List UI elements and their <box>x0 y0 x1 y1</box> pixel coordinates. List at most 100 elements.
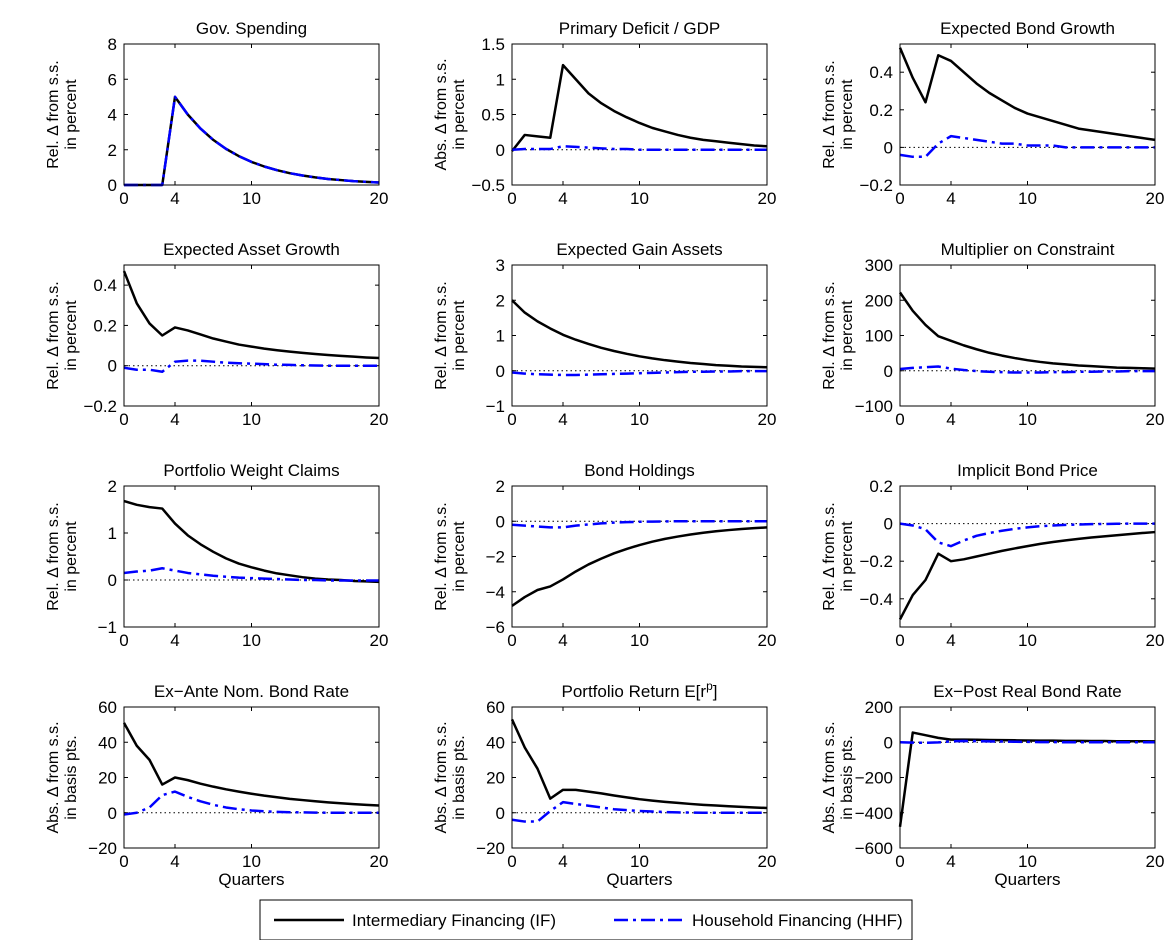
subplot-7: Portfolio Weight Claims Rel. Δ from s.s. i… <box>45 461 388 650</box>
y-tick-label: 0.4 <box>93 276 117 295</box>
series-line-if <box>898 291 1156 370</box>
panel-title: Expected Bond Growth <box>940 19 1115 38</box>
y-axis-label-line2: in percent <box>63 521 80 592</box>
x-tick-label: 0 <box>507 410 516 429</box>
x-tick-label: 0 <box>895 631 904 650</box>
y-axis-label-line2: in percent <box>63 79 80 150</box>
x-tick-label: 0 <box>507 852 516 871</box>
y-axis-label-line1: Rel. Δ from s.s. <box>45 60 62 168</box>
axes-box <box>899 43 1156 186</box>
x-tick-label: 10 <box>242 631 261 650</box>
x-tick-label: 0 <box>895 852 904 871</box>
y-tick-label: 200 <box>865 291 893 310</box>
x-tick-label: 20 <box>1146 852 1165 871</box>
y-tick-label: 4 <box>108 106 117 125</box>
y-axis-label-line1: Rel. Δ from s.s. <box>821 502 838 610</box>
series-line-if <box>511 63 768 152</box>
series-line-hhf <box>123 790 379 816</box>
legend: Intermediary Financing (IF) Household Fi… <box>259 899 913 940</box>
y-tick-label: 2 <box>108 477 117 496</box>
y-axis-label-line1: Rel. Δ from s.s. <box>821 60 838 168</box>
series-line-if <box>510 718 768 810</box>
y-tick-label: 20 <box>98 769 117 788</box>
y-tick-label: 40 <box>98 733 117 752</box>
y-tick-label: 0 <box>496 512 505 531</box>
x-tick-label: 10 <box>242 410 261 429</box>
y-tick-label: −200 <box>855 769 893 788</box>
x-tick-label: 20 <box>1146 189 1165 208</box>
y-axis-label-line1: Rel. Δ from s.s. <box>821 281 838 389</box>
y-tick-label: −0.5 <box>471 176 505 195</box>
y-tick-label: −0.4 <box>859 590 893 609</box>
y-tick-label: 2 <box>108 141 117 160</box>
series-line-hhf <box>511 520 767 529</box>
subplot-4: Expected Asset Growth Rel. Δ from s.s. in … <box>45 240 388 429</box>
x-tick-label: 10 <box>1018 852 1037 871</box>
y-axis-label-line2: in percent <box>839 79 856 150</box>
y-tick-label: 6 <box>108 70 117 89</box>
y-tick-label: 1 <box>108 524 117 543</box>
y-tick-label: 0.2 <box>93 316 117 335</box>
panel-title: Portfolio Weight Claims <box>163 461 339 480</box>
x-tick-label: 4 <box>946 410 955 429</box>
y-axis-label-line2: in basis pts. <box>451 735 468 819</box>
subplot-1: Gov. Spending Rel. Δ from s.s. in percent 0… <box>45 19 388 208</box>
x-axis-label: Quarters <box>218 870 284 889</box>
y-tick-label: 0 <box>108 176 117 195</box>
y-tick-label: 0 <box>108 357 117 376</box>
y-tick-label: 1 <box>496 327 505 346</box>
x-tick-label: 0 <box>119 631 128 650</box>
y-tick-label: −100 <box>855 397 893 416</box>
axes-box <box>123 264 380 407</box>
series-line-if <box>122 270 380 360</box>
y-axis-label-line1: Abs. Δ from s.s. <box>45 721 62 833</box>
y-axis-label-line2: in percent <box>451 521 468 592</box>
y-tick-label: −1 <box>98 618 117 637</box>
axes-box <box>123 485 380 628</box>
panel-title: Ex−Ante Nom. Bond Rate <box>154 682 349 701</box>
x-axis-label: Quarters <box>994 870 1060 889</box>
x-tick-label: 20 <box>758 189 777 208</box>
panel-title: Gov. Spending <box>196 19 307 38</box>
y-axis-label-line2: in percent <box>451 79 468 150</box>
series-line-if <box>898 47 1156 142</box>
axes-box <box>123 43 380 186</box>
subplot-10: Ex−Ante Nom. Bond Rate Abs. Δ from s.s. in… <box>45 682 388 889</box>
y-tick-label: 0.4 <box>869 63 893 82</box>
x-tick-label: 0 <box>119 852 128 871</box>
y-tick-label: 0 <box>496 362 505 381</box>
axes-box <box>123 706 380 849</box>
y-tick-label: 0 <box>884 362 893 381</box>
series-line-hhf <box>511 144 767 151</box>
panel-title-superscript: p <box>706 679 713 693</box>
panel-title: Bond Holdings <box>584 461 695 480</box>
subplot-5: Expected Gain Assets Rel. Δ from s.s. in p… <box>433 240 776 429</box>
subplot-2: Primary Deficit / GDP Abs. Δ from s.s. in … <box>433 19 776 208</box>
y-tick-label: 2 <box>496 291 505 310</box>
x-tick-label: 4 <box>558 631 567 650</box>
x-tick-label: 20 <box>370 631 389 650</box>
y-tick-label: −0.2 <box>859 176 893 195</box>
series-line-if <box>511 299 768 369</box>
x-tick-label: 0 <box>507 189 516 208</box>
x-tick-label: 4 <box>170 410 179 429</box>
x-tick-label: 4 <box>946 189 955 208</box>
y-tick-label: 0 <box>496 141 505 160</box>
series-line-if <box>898 731 1156 828</box>
y-axis-label-line1: Abs. Δ from s.s. <box>433 721 450 833</box>
subplot-8: Bond Holdings Rel. Δ from s.s. in percent 0… <box>433 461 776 650</box>
x-tick-label: 0 <box>895 410 904 429</box>
y-axis-label-line2: in percent <box>839 521 856 592</box>
panel-title: Expected Gain Assets <box>556 240 722 259</box>
y-tick-label: −400 <box>855 804 893 823</box>
y-tick-label: 0 <box>496 804 505 823</box>
y-tick-label: −600 <box>855 839 893 858</box>
y-tick-label: −20 <box>476 839 505 858</box>
series-line-if <box>122 722 380 807</box>
x-axis-label: Quarters <box>606 870 672 889</box>
x-tick-label: 4 <box>946 631 955 650</box>
y-axis-label-line1: Rel. Δ from s.s. <box>433 281 450 389</box>
y-tick-label: 0 <box>884 138 893 157</box>
